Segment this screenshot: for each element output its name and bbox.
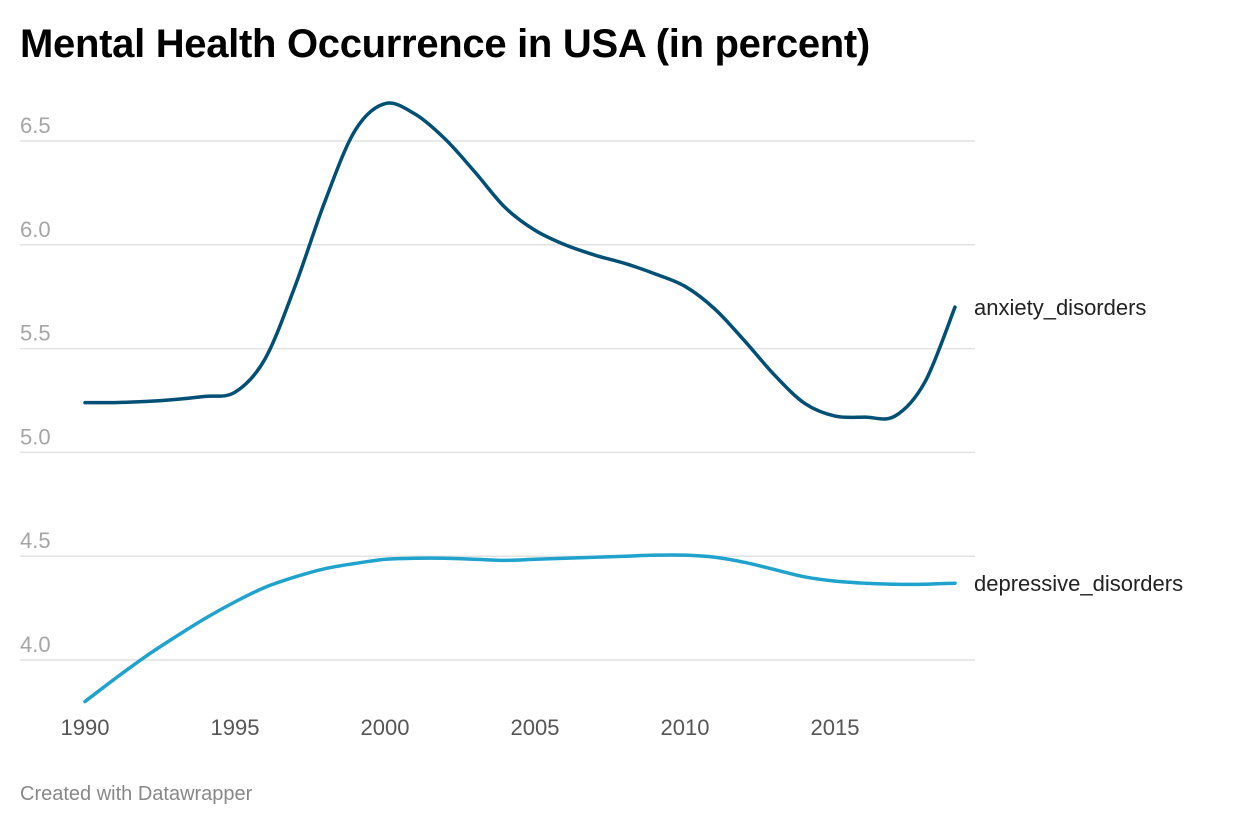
x-tick-label: 2005 [511, 715, 560, 740]
y-tick-label: 6.0 [20, 217, 51, 242]
x-tick-label: 2015 [811, 715, 860, 740]
y-tick-label: 4.0 [20, 632, 51, 657]
y-tick-label: 6.5 [20, 113, 51, 138]
series-line-depressive-disorders [83, 553, 957, 704]
x-tick-label: 1995 [211, 715, 260, 740]
chart-title: Mental Health Occurrence in USA (in perc… [20, 22, 870, 66]
y-tick-label: 5.5 [20, 321, 51, 346]
x-tick-label: 1990 [61, 715, 110, 740]
y-tick-label: 4.5 [20, 528, 51, 553]
series-line-anxiety-disorders [83, 101, 957, 421]
x-tick-label: 2010 [661, 715, 710, 740]
y-axis: 4.0 4.5 5.0 5.5 6.0 6.5 [20, 113, 51, 657]
series-lines [83, 101, 957, 704]
x-axis: 1990 1995 2000 2005 2010 2015 [61, 715, 860, 740]
series-labels: anxiety_disorders depressive_disorders [974, 295, 1183, 596]
series-label-anxiety-disorders: anxiety_disorders [974, 295, 1146, 320]
footer-credit: Created with Datawrapper [20, 783, 253, 805]
series-label-depressive-disorders: depressive_disorders [974, 571, 1183, 596]
gridlines [20, 140, 975, 661]
x-tick-label: 2000 [361, 715, 410, 740]
y-tick-label: 5.0 [20, 424, 51, 449]
